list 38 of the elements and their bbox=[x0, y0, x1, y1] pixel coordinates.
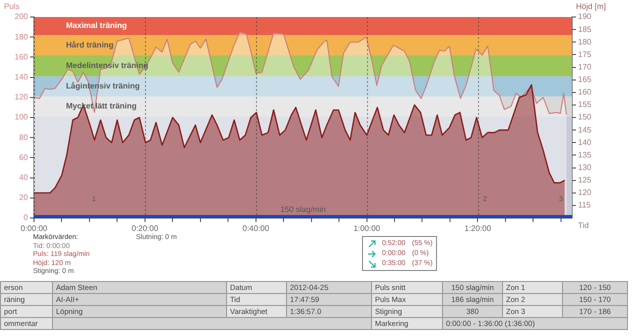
y-axis-title: Puls bbox=[4, 2, 20, 12]
y2-tick-label: 190 bbox=[578, 12, 592, 22]
y2-tick-label: 135 bbox=[578, 150, 592, 160]
y2-tick-label: 155 bbox=[578, 100, 592, 110]
y2-tick-label: 115 bbox=[578, 200, 592, 210]
band-label: 150 slag/min bbox=[280, 205, 326, 214]
band-label: Hård träning bbox=[66, 40, 114, 50]
band-label: Maximal träning bbox=[66, 21, 128, 30]
y-tick-label: 200 bbox=[14, 12, 29, 22]
y2-tick-label: 120 bbox=[578, 188, 592, 198]
y2-tick-label: 125 bbox=[578, 176, 592, 185]
y2-tick-label: 145 bbox=[578, 125, 592, 134]
y-tick-label: 60 bbox=[19, 152, 29, 162]
y2-tick-label: 160 bbox=[578, 88, 592, 97]
y2-tick-label: 140 bbox=[578, 138, 592, 147]
y2-tick-label: 170 bbox=[578, 62, 592, 72]
x-axis-title: Tid bbox=[578, 221, 589, 230]
x-tick-label: 1:00:00 bbox=[353, 224, 381, 234]
y2-tick-label: 180 bbox=[578, 37, 592, 46]
x-tick-label: 0:00:00 bbox=[20, 224, 48, 234]
y2-tick-label: 165 bbox=[578, 75, 592, 84]
y2-tick-label: 130 bbox=[578, 162, 592, 172]
y-tick-label: 100 bbox=[14, 112, 29, 122]
y-tick-label: 160 bbox=[14, 52, 29, 62]
y-tick-label: 40 bbox=[19, 173, 29, 182]
x-tick-label: 0:20:00 bbox=[132, 224, 159, 234]
y2-axis-title: Höjd [m] bbox=[576, 2, 606, 12]
y-tick-label: 20 bbox=[19, 193, 29, 202]
y2-tick-label: 185 bbox=[578, 24, 592, 34]
y2-tick-label: 150 bbox=[578, 112, 592, 122]
y-tick-label: 80 bbox=[19, 132, 29, 142]
y-tick-label: 0 bbox=[24, 213, 29, 222]
x-tick-label: 0:40:00 bbox=[242, 224, 270, 234]
y-tick-label: 180 bbox=[14, 32, 29, 42]
y2-tick-label: 175 bbox=[578, 50, 592, 59]
x-tick-label: 1:20:00 bbox=[464, 224, 492, 234]
y-tick-label: 120 bbox=[14, 92, 29, 102]
y-tick-label: 140 bbox=[14, 72, 29, 82]
